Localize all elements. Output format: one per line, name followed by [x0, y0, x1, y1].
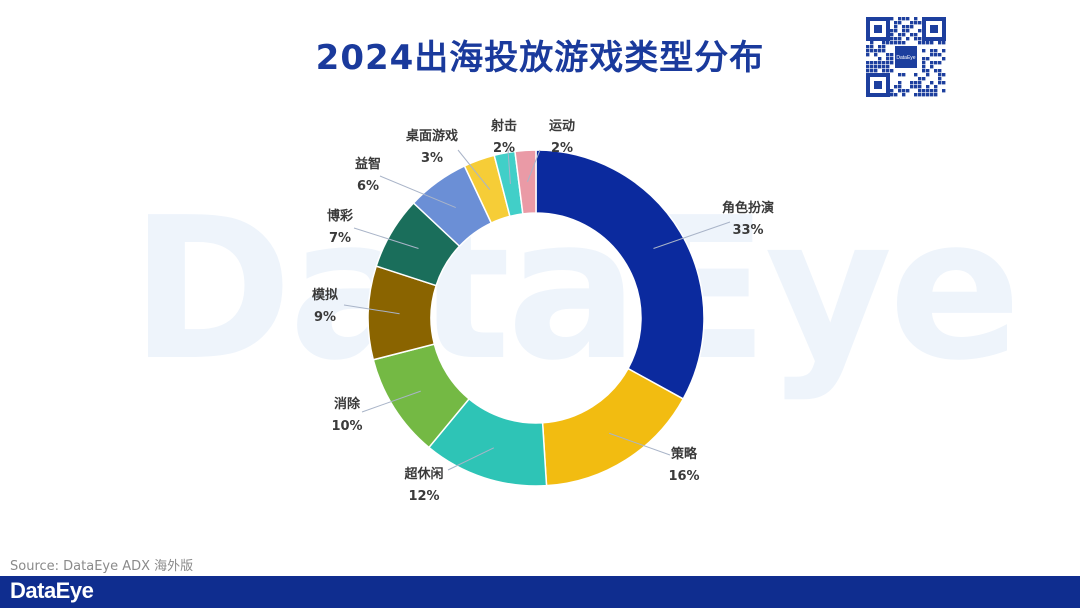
category-label-3: 消除 — [334, 396, 361, 412]
category-label-4: 模拟 — [312, 287, 338, 303]
leader-line-5 — [353, 227, 419, 249]
percent-label-1: 16% — [668, 469, 699, 484]
slice-9 — [514, 149, 537, 215]
percent-label-0: 33% — [732, 223, 763, 238]
category-label-6: 益智 — [355, 156, 381, 172]
percent-label-7: 3% — [421, 151, 443, 166]
category-label-7: 桌面游戏 — [406, 128, 458, 144]
percent-label-9: 2% — [551, 141, 573, 156]
category-label-0: 角色扮演 — [722, 200, 774, 216]
qr-code: DataEye — [866, 17, 946, 97]
leader-line-3 — [361, 390, 421, 413]
source-note: Source: DataEye ADX 海外版 — [10, 559, 194, 574]
category-label-8: 射击 — [490, 118, 517, 134]
leader-line-6 — [379, 175, 456, 209]
leader-line-1 — [608, 432, 671, 456]
chart-title: 2024出海投放游戏类型分布 — [315, 38, 765, 78]
slice-0 — [535, 149, 705, 400]
percent-label-3: 10% — [331, 419, 362, 434]
percent-label-5: 7% — [329, 231, 351, 246]
category-label-5: 博彩 — [327, 208, 353, 224]
category-label-9: 运动 — [549, 119, 575, 134]
leader-line-7 — [457, 149, 491, 190]
leader-line-4 — [343, 304, 400, 315]
footer-logo: DataEye — [10, 578, 94, 603]
footer-bar: DataEye — [0, 576, 1080, 608]
percent-label-2: 12% — [408, 489, 439, 504]
percent-label-6: 6% — [357, 179, 379, 194]
category-label-1: 策略 — [671, 446, 698, 462]
percent-label-4: 9% — [314, 310, 336, 325]
leader-line-0 — [653, 221, 731, 249]
leader-line-2 — [447, 447, 495, 471]
leader-line-9 — [526, 149, 541, 182]
percent-label-8: 2% — [493, 141, 515, 156]
qr-logo-text: DataEye — [896, 55, 915, 61]
leader-line-8 — [507, 149, 511, 184]
category-label-2: 超休闲 — [404, 466, 443, 482]
